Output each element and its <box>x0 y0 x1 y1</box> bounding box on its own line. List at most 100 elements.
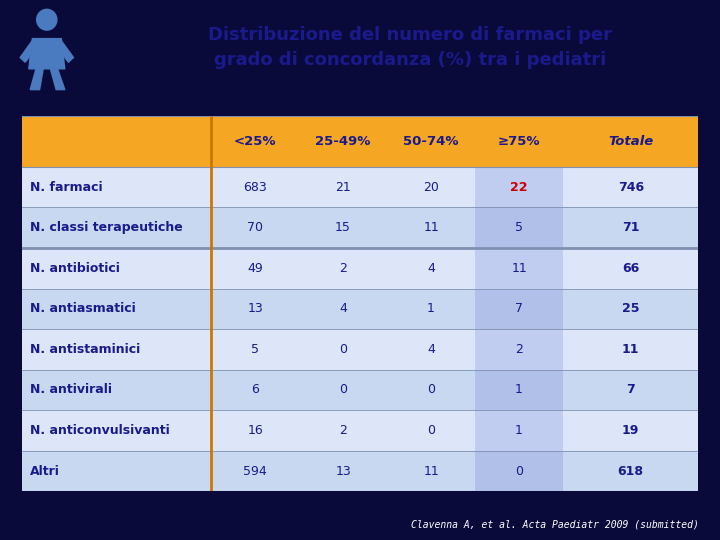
FancyBboxPatch shape <box>563 116 698 167</box>
FancyBboxPatch shape <box>22 248 211 288</box>
Text: 0: 0 <box>427 424 435 437</box>
Text: 0: 0 <box>339 343 347 356</box>
FancyBboxPatch shape <box>387 167 475 207</box>
FancyBboxPatch shape <box>387 410 475 451</box>
FancyBboxPatch shape <box>211 116 299 167</box>
FancyBboxPatch shape <box>299 410 387 451</box>
Text: N. anticonvulsivanti: N. anticonvulsivanti <box>30 424 169 437</box>
Text: 6: 6 <box>251 383 259 396</box>
Text: <25%: <25% <box>234 135 276 148</box>
FancyBboxPatch shape <box>211 288 299 329</box>
FancyBboxPatch shape <box>475 410 563 451</box>
Text: 0: 0 <box>515 464 523 477</box>
Text: 19: 19 <box>622 424 639 437</box>
FancyBboxPatch shape <box>299 116 387 167</box>
FancyBboxPatch shape <box>387 288 475 329</box>
FancyBboxPatch shape <box>387 451 475 491</box>
FancyBboxPatch shape <box>22 370 211 410</box>
Text: 25-49%: 25-49% <box>315 135 371 148</box>
FancyBboxPatch shape <box>475 288 563 329</box>
Text: Totale: Totale <box>608 135 653 148</box>
Text: 13: 13 <box>247 302 263 315</box>
Text: 4: 4 <box>427 343 435 356</box>
Text: 13: 13 <box>336 464 351 477</box>
FancyBboxPatch shape <box>22 288 211 329</box>
Text: 22: 22 <box>510 180 528 193</box>
Text: 0: 0 <box>339 383 347 396</box>
Text: ≥75%: ≥75% <box>498 135 540 148</box>
Text: 11: 11 <box>423 464 439 477</box>
FancyBboxPatch shape <box>299 248 387 288</box>
FancyBboxPatch shape <box>563 329 698 370</box>
Text: Altri: Altri <box>30 464 60 477</box>
Polygon shape <box>30 69 43 90</box>
Text: N. classi terapeutiche: N. classi terapeutiche <box>30 221 182 234</box>
Text: 20: 20 <box>423 180 439 193</box>
Text: 11: 11 <box>622 343 639 356</box>
FancyBboxPatch shape <box>387 248 475 288</box>
Text: 4: 4 <box>427 262 435 275</box>
FancyBboxPatch shape <box>299 288 387 329</box>
Text: 1: 1 <box>515 383 523 396</box>
Polygon shape <box>58 40 73 62</box>
Text: 5: 5 <box>515 221 523 234</box>
Text: 15: 15 <box>335 221 351 234</box>
Polygon shape <box>20 40 36 62</box>
Text: 16: 16 <box>247 424 263 437</box>
FancyBboxPatch shape <box>475 116 563 167</box>
Text: N. antivirali: N. antivirali <box>30 383 112 396</box>
FancyBboxPatch shape <box>475 451 563 491</box>
Text: 49: 49 <box>247 262 263 275</box>
Text: 594: 594 <box>243 464 267 477</box>
FancyBboxPatch shape <box>22 329 211 370</box>
Text: 50-74%: 50-74% <box>403 135 459 148</box>
Text: 7: 7 <box>515 302 523 315</box>
FancyBboxPatch shape <box>22 207 211 248</box>
FancyBboxPatch shape <box>475 248 563 288</box>
FancyBboxPatch shape <box>299 207 387 248</box>
FancyBboxPatch shape <box>22 167 211 207</box>
Text: 70: 70 <box>247 221 263 234</box>
FancyBboxPatch shape <box>22 410 211 451</box>
FancyBboxPatch shape <box>211 248 299 288</box>
FancyBboxPatch shape <box>387 370 475 410</box>
Text: 1: 1 <box>515 424 523 437</box>
FancyBboxPatch shape <box>211 207 299 248</box>
FancyBboxPatch shape <box>475 167 563 207</box>
Text: 21: 21 <box>336 180 351 193</box>
FancyBboxPatch shape <box>563 288 698 329</box>
FancyBboxPatch shape <box>475 329 563 370</box>
FancyBboxPatch shape <box>475 370 563 410</box>
FancyBboxPatch shape <box>475 207 563 248</box>
FancyBboxPatch shape <box>299 370 387 410</box>
FancyBboxPatch shape <box>299 167 387 207</box>
FancyBboxPatch shape <box>563 451 698 491</box>
FancyBboxPatch shape <box>211 370 299 410</box>
FancyBboxPatch shape <box>387 329 475 370</box>
Text: 11: 11 <box>423 221 439 234</box>
Text: Distribuzione del numero di farmaci per
grado di concordanza (%) tra i pediatri: Distribuzione del numero di farmaci per … <box>208 26 613 70</box>
Text: 1: 1 <box>427 302 435 315</box>
FancyBboxPatch shape <box>563 410 698 451</box>
FancyBboxPatch shape <box>211 167 299 207</box>
Text: 683: 683 <box>243 180 267 193</box>
Text: 2: 2 <box>339 424 347 437</box>
FancyBboxPatch shape <box>22 451 211 491</box>
Text: 618: 618 <box>618 464 644 477</box>
Ellipse shape <box>37 9 57 30</box>
Text: 746: 746 <box>618 180 644 193</box>
Text: N. farmaci: N. farmaci <box>30 180 102 193</box>
FancyBboxPatch shape <box>387 116 475 167</box>
Text: N. antistaminici: N. antistaminici <box>30 343 140 356</box>
Text: 66: 66 <box>622 262 639 275</box>
Text: 0: 0 <box>427 383 435 396</box>
FancyBboxPatch shape <box>299 329 387 370</box>
Text: Clavenna A, et al. Acta Paediatr 2009 (submitted): Clavenna A, et al. Acta Paediatr 2009 (s… <box>410 519 698 529</box>
Text: N. antibiotici: N. antibiotici <box>30 262 120 275</box>
FancyBboxPatch shape <box>211 451 299 491</box>
FancyBboxPatch shape <box>563 248 698 288</box>
Text: 7: 7 <box>626 383 635 396</box>
FancyBboxPatch shape <box>211 329 299 370</box>
Polygon shape <box>29 39 65 69</box>
Text: 2: 2 <box>515 343 523 356</box>
